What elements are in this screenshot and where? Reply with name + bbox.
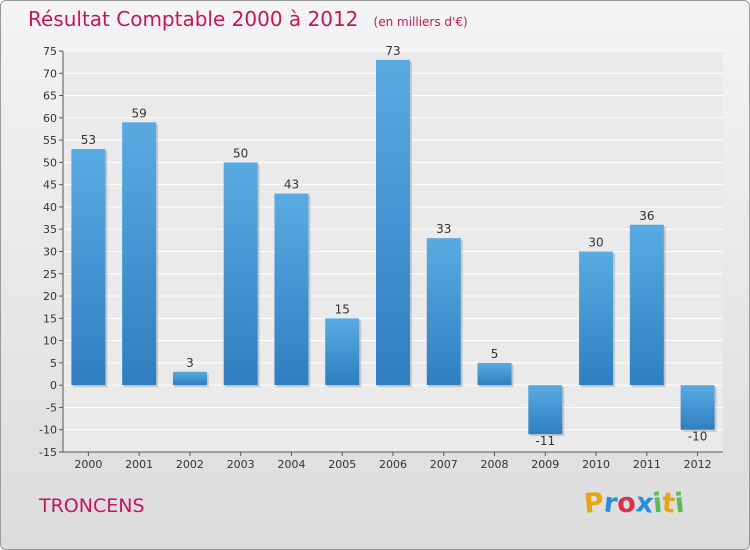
bar [172, 371, 207, 386]
bar [274, 193, 309, 386]
bar [579, 251, 614, 386]
bar-value-label: 73 [385, 44, 400, 58]
bar [477, 362, 512, 386]
chart-title: Résultat Comptable 2000 à 2012 [28, 7, 359, 31]
y-tick-label: 70 [43, 67, 57, 80]
x-tick-label: 2008 [481, 458, 509, 471]
bar-value-label: 5 [491, 347, 499, 361]
x-tick-label: 2005 [328, 458, 356, 471]
bar [376, 59, 410, 386]
bar-value-label: 59 [132, 106, 147, 120]
bar [325, 318, 360, 386]
bar [528, 385, 563, 435]
bar-value-label: 33 [436, 222, 451, 236]
bar-value-label: 36 [639, 209, 654, 223]
x-tick-label: 2003 [227, 458, 255, 471]
bar-value-label: 43 [284, 178, 299, 192]
bar-value-label: 3 [186, 356, 194, 370]
y-tick-label: 35 [43, 223, 57, 236]
bar [71, 149, 106, 386]
y-tick-label: 15 [43, 312, 57, 325]
title-row: Résultat Comptable 2000 à 2012 (en milli… [28, 7, 468, 31]
y-tick-label: 30 [43, 246, 57, 259]
chart-subtitle: (en milliers d'€) [373, 15, 468, 29]
y-tick-label: -10 [39, 424, 57, 437]
y-tick-label: 65 [43, 90, 57, 103]
x-tick-label: 2002 [176, 458, 204, 471]
commune-name: TRONCENS [39, 495, 145, 517]
y-tick-label: 75 [43, 45, 57, 58]
bar [680, 385, 715, 430]
x-tick-label: 2009 [531, 458, 559, 471]
x-tick-label: 2000 [74, 458, 102, 471]
y-tick-label: -5 [46, 401, 57, 414]
y-tick-label: 40 [43, 201, 57, 214]
proxiti-logo: Proxiti [582, 487, 687, 520]
bar-value-label: -10 [688, 430, 708, 444]
y-tick-label: 25 [43, 268, 57, 281]
bar-value-label: 30 [588, 236, 603, 250]
x-tick-label: 2007 [430, 458, 458, 471]
bar [122, 122, 157, 386]
y-tick-label: 20 [43, 290, 57, 303]
y-tick-label: 60 [43, 112, 57, 125]
y-tick-label: 55 [43, 134, 57, 147]
logo-letter: i [673, 487, 687, 520]
bar [629, 224, 664, 386]
y-tick-label: 50 [43, 156, 57, 169]
y-tick-label: 5 [50, 357, 57, 370]
x-tick-label: 2006 [379, 458, 407, 471]
x-tick-label: 2010 [582, 458, 610, 471]
x-tick-label: 2012 [684, 458, 712, 471]
x-tick-label: 2001 [125, 458, 153, 471]
bar-value-label: -11 [536, 434, 556, 448]
x-tick-label: 2004 [277, 458, 305, 471]
bar-value-label: 15 [335, 302, 350, 316]
x-tick-label: 2011 [633, 458, 661, 471]
bar [426, 238, 461, 386]
y-tick-label: 10 [43, 335, 57, 348]
y-tick-label: -15 [39, 446, 57, 459]
bar-value-label: 50 [233, 146, 248, 160]
bar-value-label: 53 [81, 133, 96, 147]
bar [223, 162, 258, 386]
y-tick-label: 45 [43, 179, 57, 192]
y-tick-label: 0 [50, 379, 57, 392]
